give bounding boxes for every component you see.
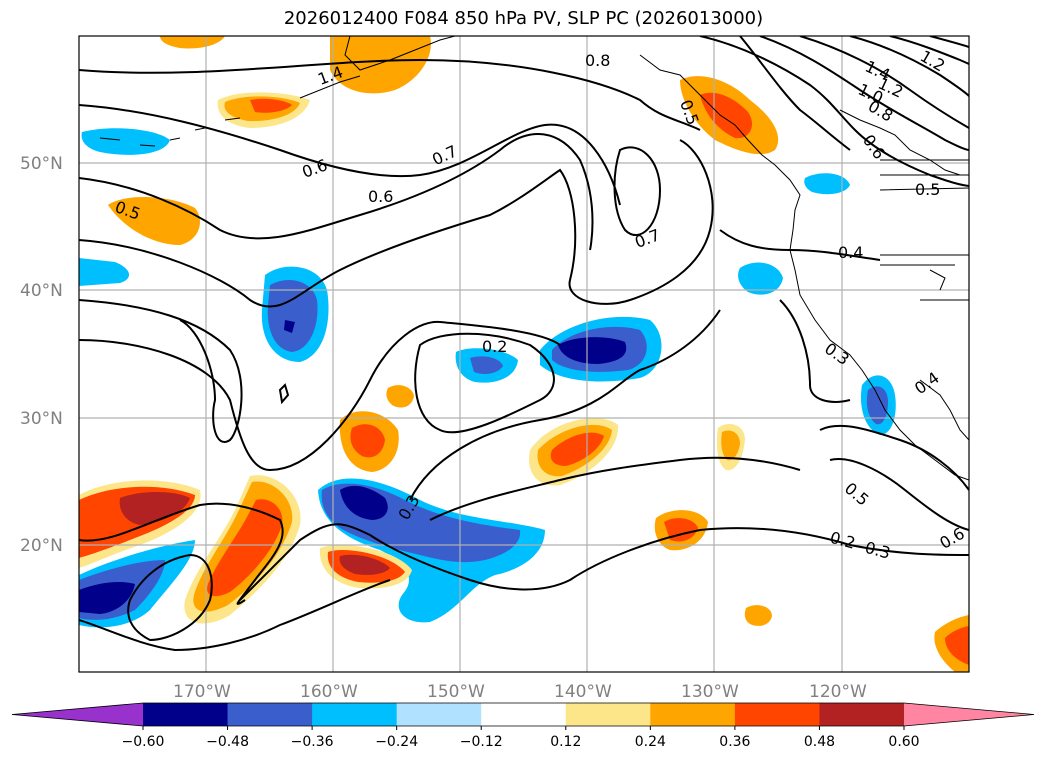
lat-label: 20°N <box>20 536 63 556</box>
colorbar-tick-label: 0.36 <box>719 734 750 750</box>
colorbar-segment <box>819 703 905 726</box>
colorbar-tick-label: −0.12 <box>460 734 503 750</box>
contour-label: 0.4 <box>838 243 863 262</box>
lon-label: 130°W <box>681 682 739 702</box>
colorbar-left-extend <box>12 703 143 726</box>
lat-label: 50°N <box>20 154 63 174</box>
colorbar-tick-label: 0.60 <box>888 734 919 750</box>
colorbar-tick-label: −0.48 <box>206 734 249 750</box>
colorbar-segment <box>143 703 229 726</box>
lat-label: 30°N <box>20 409 63 429</box>
colorbar-tick-label: −0.36 <box>291 734 334 750</box>
colorbar-segment <box>650 703 736 726</box>
colorbar-segment <box>396 703 482 726</box>
colorbar-segment <box>481 703 567 726</box>
colorbar-tick-label: −0.60 <box>122 734 165 750</box>
lon-label: 150°W <box>427 682 485 702</box>
contour-label: 0.8 <box>585 51 610 70</box>
colorbar: −0.60 −0.48 −0.36 −0.24 −0.12 0.12 0.24 0.36 0.4… <box>11 702 1035 750</box>
colorbar-segment <box>565 703 651 726</box>
colorbar-tick-label: −0.24 <box>375 734 418 750</box>
pv-fill-layer <box>79 36 969 672</box>
contour-label: 0.2 <box>482 337 507 356</box>
plot-border <box>78 35 970 673</box>
contour-label: 0.5 <box>915 180 940 199</box>
contour-lines <box>79 36 969 652</box>
lon-label: 170°W <box>173 682 231 702</box>
colorbar-tick-label: 0.12 <box>550 734 581 750</box>
latitude-labels: 50°N 40°N 30°N 20°N <box>20 154 63 556</box>
colorbar-right-extend <box>904 703 1034 726</box>
lon-label: 120°W <box>809 682 867 702</box>
colorbar-segment <box>734 703 820 726</box>
map-title: 2026012400 F084 850 hPa PV, SLP PC (2026… <box>283 8 764 29</box>
lon-label: 160°W <box>300 682 358 702</box>
lon-label: 140°W <box>554 682 612 702</box>
lat-label: 40°N <box>20 281 63 301</box>
colorbar-segment <box>227 703 313 726</box>
contour-label: 0.6 <box>368 187 393 206</box>
colorbar-segment <box>312 703 398 726</box>
longitude-labels: 170°W 160°W 150°W 140°W 130°W 120°W <box>173 682 867 702</box>
gridlines <box>79 36 969 672</box>
colorbar-tick-label: 0.48 <box>804 734 835 750</box>
colorbar-tick-label: 0.24 <box>635 734 666 750</box>
